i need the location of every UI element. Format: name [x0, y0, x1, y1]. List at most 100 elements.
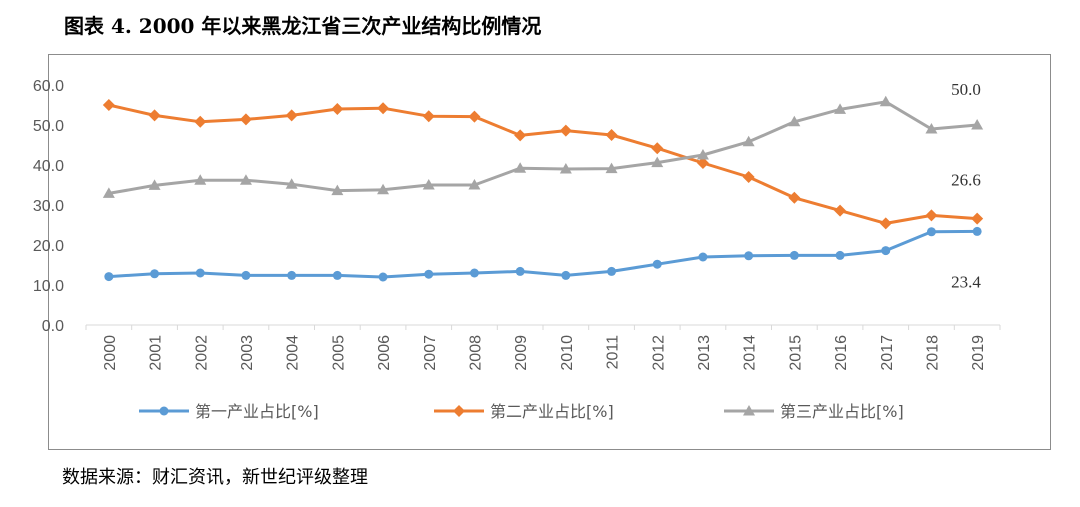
- y-tick-label: 50.0: [33, 118, 64, 135]
- secondary-industry-point: [422, 110, 435, 123]
- x-tick-label: 2010: [559, 335, 576, 371]
- primary-industry-line: [108, 229, 978, 279]
- y-tick-label: 20.0: [33, 238, 64, 255]
- data-label: 50.0: [951, 80, 981, 99]
- primary-industry-point: [104, 272, 114, 282]
- primary-industry-point: [652, 259, 662, 269]
- tertiary-industry-point: [788, 115, 801, 127]
- tertiary-industry-point: [879, 95, 892, 107]
- x-tick-label: 2009: [513, 335, 530, 371]
- secondary-industry-point: [102, 99, 115, 111]
- primary-industry-point: [241, 270, 251, 280]
- secondary-industry-point: [331, 103, 344, 115]
- tertiary-industry-point: [194, 174, 207, 185]
- tertiary-industry-point: [148, 179, 161, 190]
- tertiary-industry-line: [108, 100, 978, 195]
- primary-industry-point: [744, 251, 754, 261]
- tertiary-industry-point: [377, 183, 390, 195]
- chart-title: 图表 4. 2000 年以来黑龙江省三次产业结构比例情况: [64, 14, 542, 38]
- secondary-industry-legend-marker: [453, 405, 465, 417]
- primary-industry-point: [607, 266, 617, 276]
- tertiary-industry-point: [514, 162, 527, 173]
- tertiary-industry-point: [422, 179, 435, 190]
- primary-industry-point: [561, 270, 571, 280]
- x-tick-label: 2008: [467, 335, 484, 371]
- x-tick-label: 2019: [970, 335, 987, 371]
- primary-industry-point: [378, 272, 388, 282]
- primary-industry-point: [789, 250, 799, 260]
- x-tick-label: 2007: [422, 335, 439, 371]
- x-tick-label: 2011: [605, 335, 622, 370]
- legend-label: 第一产业占比[%]: [195, 402, 319, 421]
- y-tick-label: 60.0: [33, 78, 64, 95]
- data-label: 26.6: [951, 171, 981, 190]
- x-tick-label: 2002: [193, 335, 210, 371]
- tertiary-industry-point: [468, 179, 481, 190]
- secondary-industry-point: [148, 109, 161, 122]
- y-tick-label: 10.0: [33, 278, 64, 295]
- x-tick-label: 2006: [376, 335, 393, 371]
- x-tick-label: 2016: [833, 335, 850, 371]
- tertiary-industry-point: [651, 156, 664, 168]
- tertiary-industry-point: [742, 135, 755, 147]
- y-tick-label: 40.0: [33, 158, 64, 175]
- primary-industry-point: [424, 269, 434, 279]
- tertiary-industry-point: [331, 184, 344, 196]
- x-tick-label: 2000: [102, 335, 119, 371]
- tertiary-industry-point: [102, 187, 115, 198]
- tertiary-industry-point: [285, 178, 298, 189]
- primary-industry-point: [515, 266, 525, 276]
- tertiary-industry-point: [696, 149, 709, 160]
- tertiary-industry-point: [925, 123, 938, 134]
- x-axis: 2000 2001 2002 2003 2004 2005 2006 2007 2008 2009…: [85, 324, 1001, 371]
- primary-industry-point: [469, 268, 479, 278]
- x-tick-label: 2015: [787, 335, 804, 371]
- secondary-industry-point: [742, 171, 755, 183]
- x-tick-label: 2001: [148, 335, 165, 371]
- primary-industry-point: [835, 250, 845, 260]
- secondary-industry-line: [108, 103, 978, 225]
- secondary-industry-point: [559, 124, 572, 137]
- primary-industry-point: [195, 268, 205, 278]
- y-tick-label: 30.0: [33, 198, 64, 215]
- primary-industry-point: [150, 269, 160, 279]
- tertiary-industry-point: [971, 119, 984, 130]
- primary-industry-legend-marker: [159, 406, 169, 416]
- secondary-industry-point: [285, 109, 298, 122]
- y-tick-label: 0.0: [42, 318, 64, 335]
- secondary-industry-point: [879, 217, 892, 230]
- primary-industry-point: [926, 227, 936, 237]
- source-note: 数据来源：财汇资讯，新世纪评级整理: [62, 467, 368, 488]
- secondary-industry-point: [514, 129, 527, 142]
- primary-industry-point: [698, 252, 708, 262]
- x-tick-label: 2018: [924, 335, 941, 371]
- primary-industry-point: [332, 270, 342, 280]
- secondary-industry-point: [834, 204, 847, 217]
- data-labels: 50.0 26.6 23.4: [951, 80, 981, 291]
- tertiary-industry-point: [559, 163, 572, 174]
- secondary-industry-point: [194, 115, 207, 128]
- series-markers: [102, 95, 984, 282]
- primary-industry-point: [972, 226, 982, 236]
- legend: 第一产业占比[%] 第二产业占比[%] 第三产业占比[%]: [139, 402, 904, 421]
- tertiary-industry-point: [239, 174, 252, 185]
- series-lines: [108, 100, 978, 279]
- legend-label: 第三产业占比[%]: [780, 402, 904, 421]
- x-tick-label: 2005: [330, 335, 347, 371]
- x-tick-label: 2012: [650, 335, 667, 371]
- secondary-industry-point: [651, 142, 664, 155]
- secondary-industry-point: [788, 191, 801, 204]
- secondary-industry-point: [971, 212, 984, 225]
- data-label: 23.4: [951, 272, 981, 291]
- secondary-industry-point: [696, 157, 709, 169]
- primary-industry-point: [287, 270, 297, 280]
- x-tick-label: 2014: [742, 335, 759, 371]
- legend-label: 第二产业占比[%]: [490, 402, 614, 421]
- primary-industry-point: [881, 246, 891, 256]
- y-axis-ticks: 0.0 10.0 20.0 30.0 40.0 50.0 60.0: [33, 78, 64, 335]
- secondary-industry-point: [925, 209, 938, 222]
- tertiary-industry-point: [605, 162, 618, 174]
- secondary-industry-point: [468, 110, 481, 123]
- tertiary-industry-legend-marker: [743, 405, 755, 416]
